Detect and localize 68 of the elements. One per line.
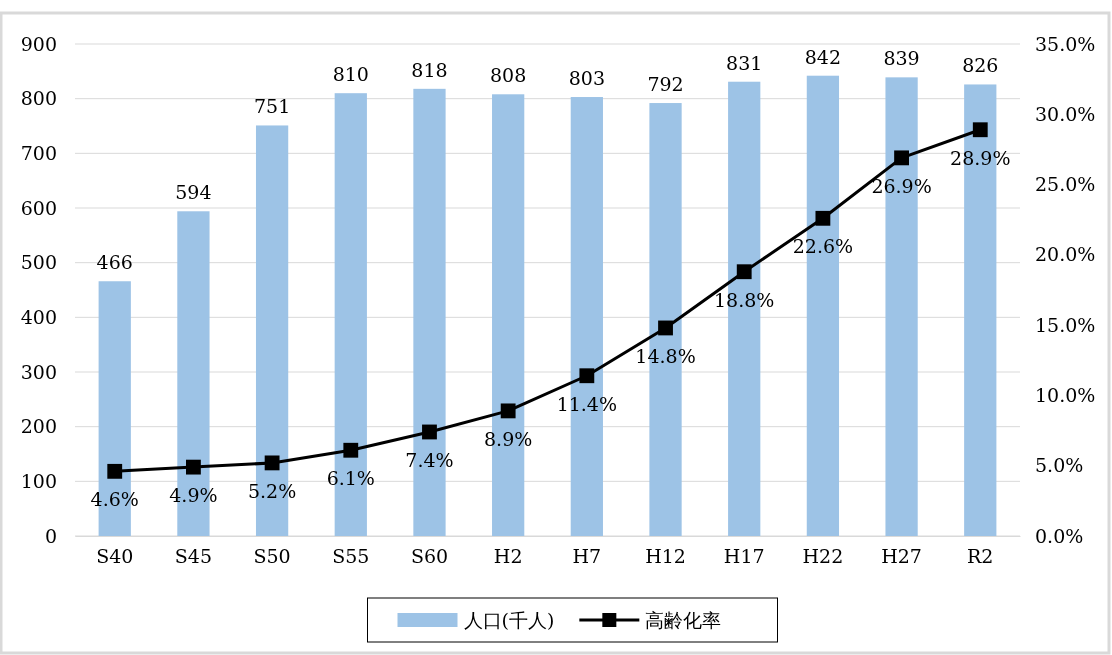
x-tick-label: H12 <box>645 545 686 568</box>
data-label: 792 <box>647 73 684 96</box>
y2-tick-label: 35.0% <box>1035 32 1096 55</box>
x-tick-label: S45 <box>174 545 213 568</box>
x-tick-label: S50 <box>253 545 291 568</box>
y-tick-label: 800 <box>20 87 57 110</box>
x-tick-label: H7 <box>572 545 602 568</box>
point <box>815 210 831 226</box>
data-label: 808 <box>490 64 527 87</box>
data-label: 18.8% <box>714 288 775 311</box>
point <box>972 122 988 138</box>
y2-tick-label: 5.0% <box>1035 454 1084 477</box>
data-label: 810 <box>332 63 369 86</box>
data-label: 14.8% <box>635 344 696 367</box>
data-label: 28.9% <box>950 146 1011 169</box>
x-tick-label: H2 <box>493 545 523 568</box>
y-tick-label: 300 <box>20 360 57 383</box>
x-tick-label: S55 <box>332 545 370 568</box>
y-tick-label: 100 <box>20 469 57 492</box>
y2-tick-label: 30.0% <box>1035 102 1096 125</box>
data-label: 5.2% <box>247 479 297 502</box>
y-tick-label: 900 <box>20 32 57 55</box>
point <box>264 455 280 471</box>
point <box>736 264 752 280</box>
x-tick-label: S40 <box>96 545 134 568</box>
data-label: 751 <box>253 95 291 118</box>
point <box>658 320 673 336</box>
data-label: 831 <box>726 51 763 74</box>
data-label: 7.4% <box>405 448 454 471</box>
point <box>579 368 595 384</box>
x-tick-label: H22 <box>802 545 844 568</box>
data-label: 11.4% <box>556 392 618 415</box>
x-tick-label: H27 <box>881 545 922 568</box>
x-tick-label: H17 <box>723 545 765 568</box>
y2-tick-label: 20.0% <box>1035 243 1096 266</box>
legend-label: 高齢化率 <box>645 609 722 631</box>
y-tick-label: 400 <box>20 305 57 328</box>
point <box>500 403 516 419</box>
data-label: 826 <box>962 54 999 77</box>
y2-tick-label: 15.0% <box>1035 313 1096 336</box>
y2-tick-label: 25.0% <box>1035 173 1096 196</box>
y-tick-label: 200 <box>20 415 57 438</box>
x-tick-label: R2 <box>967 545 994 568</box>
y2-tick-label: 10.0% <box>1035 384 1096 407</box>
data-label: 466 <box>96 251 133 274</box>
y-tick-label: 0 <box>44 524 57 547</box>
y-tick-label: 500 <box>20 251 57 274</box>
data-label: 842 <box>804 45 842 68</box>
data-label: 6.1% <box>326 467 375 490</box>
y2-tick-label: 0.0% <box>1035 524 1084 547</box>
data-label: 818 <box>411 58 448 81</box>
x-tick-label: S60 <box>410 545 449 568</box>
point <box>107 463 123 479</box>
legend-label: 人口(千人) <box>463 609 555 631</box>
data-label: 803 <box>568 67 605 90</box>
data-label: 839 <box>883 47 920 70</box>
data-label: 22.6% <box>792 235 854 258</box>
y-tick-label: 600 <box>20 196 57 219</box>
point <box>343 442 359 458</box>
point <box>422 424 437 440</box>
point <box>186 459 201 475</box>
data-label: 8.9% <box>484 427 533 450</box>
y-tick-label: 700 <box>20 141 57 164</box>
data-label: 4.9% <box>169 484 218 507</box>
point <box>894 150 909 166</box>
data-label: 26.9% <box>871 174 932 197</box>
data-label: 594 <box>175 181 212 204</box>
data-label: 4.6% <box>90 488 139 511</box>
